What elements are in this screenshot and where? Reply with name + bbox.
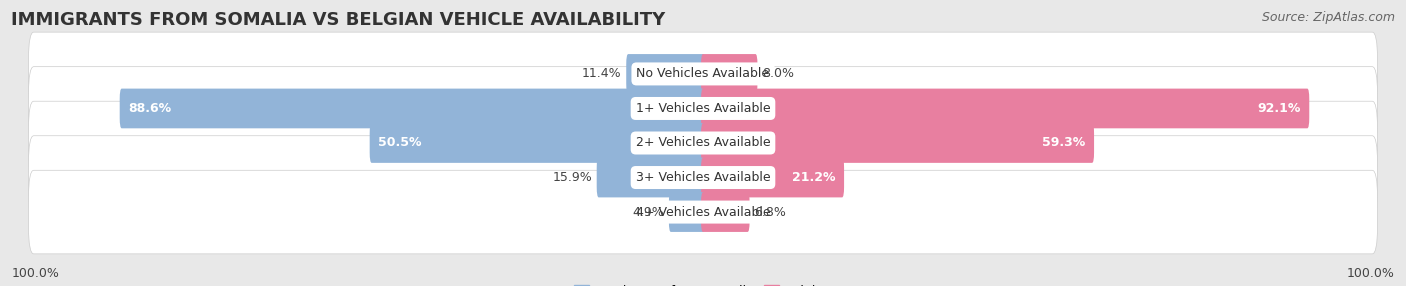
FancyBboxPatch shape <box>702 158 844 197</box>
FancyBboxPatch shape <box>28 101 1378 185</box>
FancyBboxPatch shape <box>28 170 1378 254</box>
Text: 1+ Vehicles Available: 1+ Vehicles Available <box>636 102 770 115</box>
Text: 15.9%: 15.9% <box>553 171 592 184</box>
Text: 59.3%: 59.3% <box>1042 136 1085 150</box>
Text: 92.1%: 92.1% <box>1257 102 1301 115</box>
Text: 4.9%: 4.9% <box>633 206 664 219</box>
FancyBboxPatch shape <box>702 192 749 232</box>
Text: 4+ Vehicles Available: 4+ Vehicles Available <box>636 206 770 219</box>
Text: IMMIGRANTS FROM SOMALIA VS BELGIAN VEHICLE AVAILABILITY: IMMIGRANTS FROM SOMALIA VS BELGIAN VEHIC… <box>11 11 665 29</box>
Text: 88.6%: 88.6% <box>128 102 172 115</box>
Text: 6.8%: 6.8% <box>754 206 786 219</box>
Text: 100.0%: 100.0% <box>1347 267 1395 280</box>
Legend: Immigrants from Somalia, Belgian: Immigrants from Somalia, Belgian <box>574 285 832 286</box>
FancyBboxPatch shape <box>626 54 704 94</box>
FancyBboxPatch shape <box>669 192 704 232</box>
Text: 3+ Vehicles Available: 3+ Vehicles Available <box>636 171 770 184</box>
FancyBboxPatch shape <box>702 123 1094 163</box>
FancyBboxPatch shape <box>28 32 1378 116</box>
FancyBboxPatch shape <box>702 54 758 94</box>
FancyBboxPatch shape <box>370 123 704 163</box>
FancyBboxPatch shape <box>596 158 704 197</box>
Text: 50.5%: 50.5% <box>378 136 422 150</box>
Text: 21.2%: 21.2% <box>792 171 835 184</box>
Text: 2+ Vehicles Available: 2+ Vehicles Available <box>636 136 770 150</box>
Text: 100.0%: 100.0% <box>11 267 59 280</box>
FancyBboxPatch shape <box>702 89 1309 128</box>
FancyBboxPatch shape <box>120 89 704 128</box>
Text: No Vehicles Available: No Vehicles Available <box>637 67 769 80</box>
Text: 8.0%: 8.0% <box>762 67 794 80</box>
Text: Source: ZipAtlas.com: Source: ZipAtlas.com <box>1261 11 1395 24</box>
FancyBboxPatch shape <box>28 67 1378 150</box>
FancyBboxPatch shape <box>28 136 1378 219</box>
Text: 11.4%: 11.4% <box>582 67 621 80</box>
